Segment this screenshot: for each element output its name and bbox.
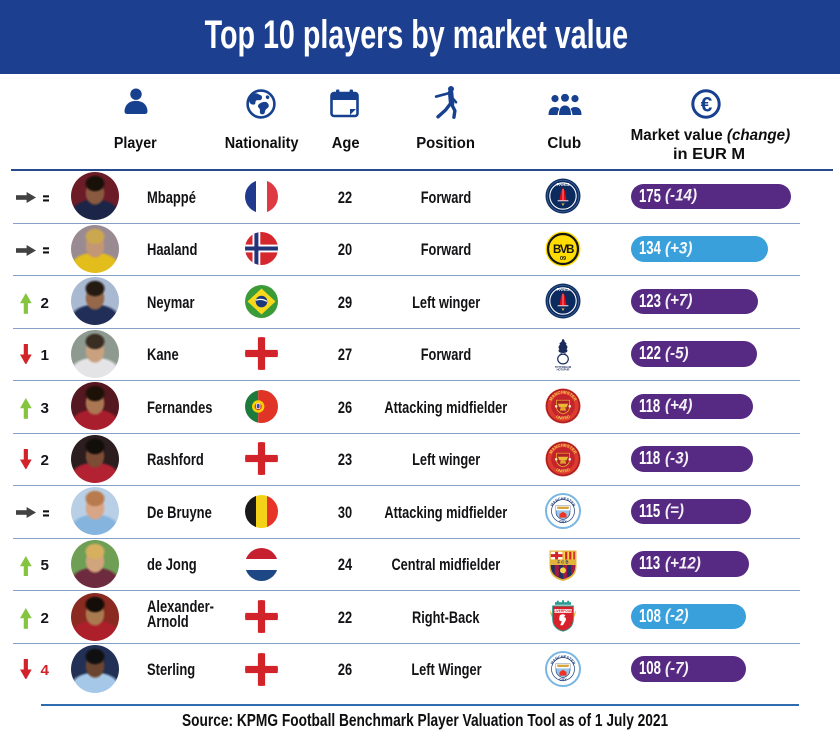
svg-text:09: 09 <box>560 256 566 262</box>
svg-text:LIVERPOOL: LIVERPOOL <box>554 609 572 613</box>
svg-text:HOTSPUR: HOTSPUR <box>557 367 570 371</box>
svg-text:CITY: CITY <box>559 520 568 525</box>
svg-text:TOTTENHAM: TOTTENHAM <box>555 365 571 369</box>
svg-text:€: € <box>701 93 713 116</box>
svg-text:PARIS: PARIS <box>556 287 569 292</box>
svg-text:F C B: F C B <box>558 560 569 565</box>
svg-text:CITY: CITY <box>559 678 568 683</box>
svg-text:BVB: BVB <box>553 244 574 256</box>
svg-text:UNITED: UNITED <box>555 414 571 421</box>
svg-text:UNITED: UNITED <box>555 467 571 474</box>
svg-text:PARIS: PARIS <box>556 182 569 187</box>
